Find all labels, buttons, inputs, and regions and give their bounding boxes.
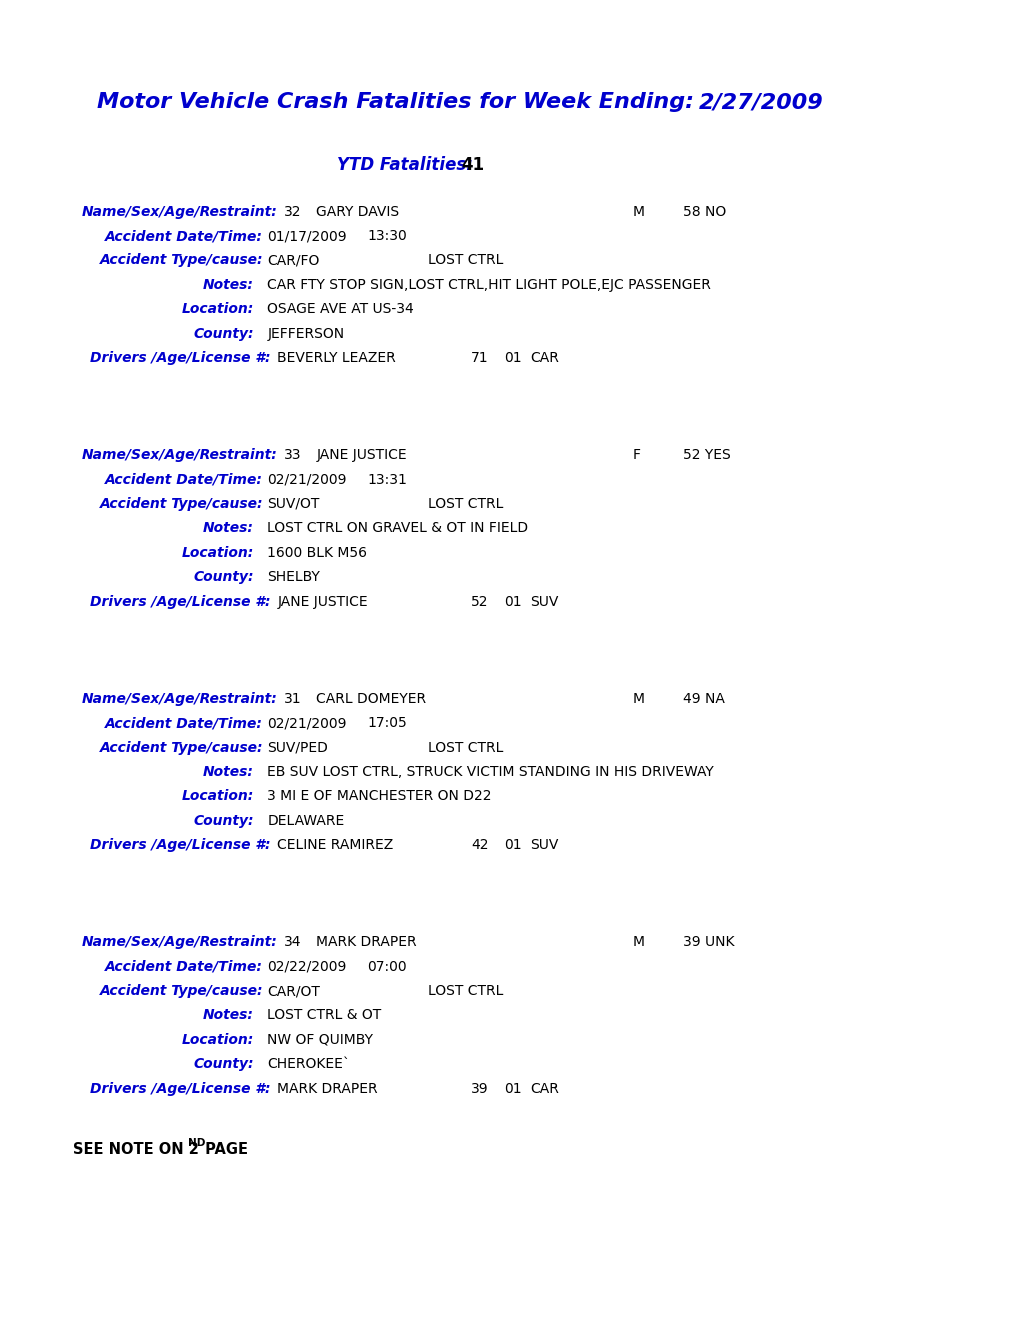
Text: YTD Fatalities:: YTD Fatalities: <box>336 156 472 174</box>
Text: 42: 42 <box>471 838 488 853</box>
Text: LOST CTRL: LOST CTRL <box>428 498 503 511</box>
Text: M: M <box>632 692 644 706</box>
Text: Drivers /Age/License #:: Drivers /Age/License #: <box>90 351 270 366</box>
Text: 1600 BLK M56: 1600 BLK M56 <box>267 546 367 560</box>
Text: Accident Date/Time:: Accident Date/Time: <box>105 473 263 487</box>
Text: SEE NOTE ON 2: SEE NOTE ON 2 <box>73 1142 199 1158</box>
Text: LOST CTRL: LOST CTRL <box>428 741 503 755</box>
Text: CELINE RAMIREZ: CELINE RAMIREZ <box>277 838 393 853</box>
Text: 31: 31 <box>283 692 301 706</box>
Text: LOST CTRL: LOST CTRL <box>428 985 503 998</box>
Text: County:: County: <box>194 327 254 341</box>
Text: DELAWARE: DELAWARE <box>267 813 344 828</box>
Text: 49 NA: 49 NA <box>683 692 725 706</box>
Text: Notes:: Notes: <box>203 521 254 536</box>
Text: CAR: CAR <box>530 351 558 366</box>
Text: Name/Sex/Age/Restraint:: Name/Sex/Age/Restraint: <box>82 449 277 462</box>
Text: JANE JUSTICE: JANE JUSTICE <box>277 594 368 609</box>
Text: MARK DRAPER: MARK DRAPER <box>316 935 417 949</box>
Text: County:: County: <box>194 570 254 585</box>
Text: Location:: Location: <box>181 1032 254 1047</box>
Text: OSAGE AVE AT US-34: OSAGE AVE AT US-34 <box>267 302 414 317</box>
Text: Accident Type/cause:: Accident Type/cause: <box>100 253 263 268</box>
Text: 2/27/2009: 2/27/2009 <box>698 92 822 112</box>
Text: 32: 32 <box>283 205 301 219</box>
Text: 01: 01 <box>503 838 521 853</box>
Text: Name/Sex/Age/Restraint:: Name/Sex/Age/Restraint: <box>82 205 277 219</box>
Text: JANE JUSTICE: JANE JUSTICE <box>316 449 407 462</box>
Text: Name/Sex/Age/Restraint:: Name/Sex/Age/Restraint: <box>82 692 277 706</box>
Text: 41: 41 <box>461 156 484 174</box>
Text: BEVERLY LEAZER: BEVERLY LEAZER <box>277 351 395 366</box>
Text: 01: 01 <box>503 351 521 366</box>
Text: M: M <box>632 205 644 219</box>
Text: MARK DRAPER: MARK DRAPER <box>277 1082 378 1096</box>
Text: SUV/PED: SUV/PED <box>267 741 328 755</box>
Text: Notes:: Notes: <box>203 279 254 292</box>
Text: M: M <box>632 935 644 949</box>
Text: CARL DOMEYER: CARL DOMEYER <box>316 692 426 706</box>
Text: Drivers /Age/License #:: Drivers /Age/License #: <box>90 1082 270 1096</box>
Text: Accident Type/cause:: Accident Type/cause: <box>100 985 263 998</box>
Text: 3 MI E OF MANCHESTER ON D22: 3 MI E OF MANCHESTER ON D22 <box>267 789 491 804</box>
Text: SUV: SUV <box>530 838 558 853</box>
Text: SUV/OT: SUV/OT <box>267 498 319 511</box>
Text: 52 YES: 52 YES <box>683 449 731 462</box>
Text: 34: 34 <box>283 935 301 949</box>
Text: 13:31: 13:31 <box>367 473 407 487</box>
Text: 02/21/2009: 02/21/2009 <box>267 473 346 487</box>
Text: JEFFERSON: JEFFERSON <box>267 327 344 341</box>
Text: 01/17/2009: 01/17/2009 <box>267 230 346 243</box>
Text: 02/21/2009: 02/21/2009 <box>267 715 346 730</box>
Text: 01: 01 <box>503 594 521 609</box>
Text: County:: County: <box>194 813 254 828</box>
Text: Accident Date/Time:: Accident Date/Time: <box>105 230 263 243</box>
Text: Location:: Location: <box>181 302 254 317</box>
Text: LOST CTRL & OT: LOST CTRL & OT <box>267 1008 381 1023</box>
Text: NW OF QUIMBY: NW OF QUIMBY <box>267 1032 373 1047</box>
Text: Name/Sex/Age/Restraint:: Name/Sex/Age/Restraint: <box>82 935 277 949</box>
Text: CAR FTY STOP SIGN,LOST CTRL,HIT LIGHT POLE,EJC PASSENGER: CAR FTY STOP SIGN,LOST CTRL,HIT LIGHT PO… <box>267 279 710 292</box>
Text: SHELBY: SHELBY <box>267 570 320 585</box>
Text: 07:00: 07:00 <box>367 960 407 974</box>
Text: 39 UNK: 39 UNK <box>683 935 734 949</box>
Text: Accident Date/Time:: Accident Date/Time: <box>105 715 263 730</box>
Text: 13:30: 13:30 <box>367 230 407 243</box>
Text: Motor Vehicle Crash Fatalities for Week Ending:: Motor Vehicle Crash Fatalities for Week … <box>97 92 693 112</box>
Text: 39: 39 <box>471 1082 488 1096</box>
Text: Drivers /Age/License #:: Drivers /Age/License #: <box>90 594 270 609</box>
Text: EB SUV LOST CTRL, STRUCK VICTIM STANDING IN HIS DRIVEWAY: EB SUV LOST CTRL, STRUCK VICTIM STANDING… <box>267 766 713 779</box>
Text: CAR/OT: CAR/OT <box>267 985 320 998</box>
Text: County:: County: <box>194 1057 254 1072</box>
Text: 17:05: 17:05 <box>367 715 407 730</box>
Text: Accident Type/cause:: Accident Type/cause: <box>100 741 263 755</box>
Text: F: F <box>632 449 640 462</box>
Text: ND: ND <box>187 1138 205 1148</box>
Text: Notes:: Notes: <box>203 1008 254 1023</box>
Text: CAR: CAR <box>530 1082 558 1096</box>
Text: Drivers /Age/License #:: Drivers /Age/License #: <box>90 838 270 853</box>
Text: Location:: Location: <box>181 546 254 560</box>
Text: SUV: SUV <box>530 594 558 609</box>
Text: GARY DAVIS: GARY DAVIS <box>316 205 398 219</box>
Text: PAGE: PAGE <box>200 1142 248 1158</box>
Text: LOST CTRL ON GRAVEL & OT IN FIELD: LOST CTRL ON GRAVEL & OT IN FIELD <box>267 521 528 536</box>
Text: Location:: Location: <box>181 789 254 804</box>
Text: 33: 33 <box>283 449 301 462</box>
Text: 58 NO: 58 NO <box>683 205 726 219</box>
Text: 02/22/2009: 02/22/2009 <box>267 960 346 974</box>
Text: 01: 01 <box>503 1082 521 1096</box>
Text: CAR/FO: CAR/FO <box>267 253 319 268</box>
Text: 71: 71 <box>471 351 488 366</box>
Text: CHEROKEE`: CHEROKEE` <box>267 1057 350 1072</box>
Text: LOST CTRL: LOST CTRL <box>428 253 503 268</box>
Text: Accident Type/cause:: Accident Type/cause: <box>100 498 263 511</box>
Text: 52: 52 <box>471 594 488 609</box>
Text: Notes:: Notes: <box>203 766 254 779</box>
Text: Accident Date/Time:: Accident Date/Time: <box>105 960 263 974</box>
